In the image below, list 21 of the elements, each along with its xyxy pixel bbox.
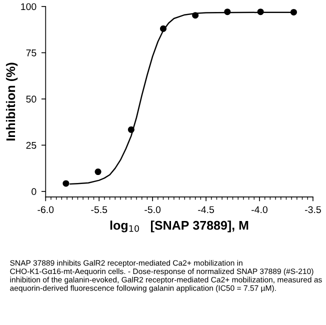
point bbox=[290, 8, 297, 16]
point bbox=[62, 180, 70, 187]
text: log$_{10}$ [SNAP 37889], M bbox=[110, 220, 248, 232]
x-tick-label: -5.5 bbox=[91, 206, 108, 214]
y-axis-title: Inhibition (%) bbox=[6, 62, 18, 140]
x-tick-label: -5.0 bbox=[144, 206, 161, 214]
x-tick-label: -6.0 bbox=[38, 206, 54, 214]
point bbox=[192, 12, 199, 19]
x-tick-label: -4.0 bbox=[252, 206, 268, 214]
y-tick-label: 50 bbox=[26, 96, 36, 103]
y-tick-label: 100 bbox=[21, 3, 36, 10]
x-tick-label: -3.5 bbox=[305, 206, 321, 214]
x-tick-label: -4.5 bbox=[198, 206, 214, 214]
y-tick-label: 25 bbox=[26, 142, 36, 149]
y-tick-label: 0 bbox=[32, 188, 36, 196]
point bbox=[128, 126, 134, 133]
point bbox=[257, 8, 264, 16]
point bbox=[94, 168, 102, 176]
y-tick-label: 75 bbox=[26, 50, 36, 56]
point bbox=[160, 25, 167, 32]
point bbox=[224, 8, 231, 16]
